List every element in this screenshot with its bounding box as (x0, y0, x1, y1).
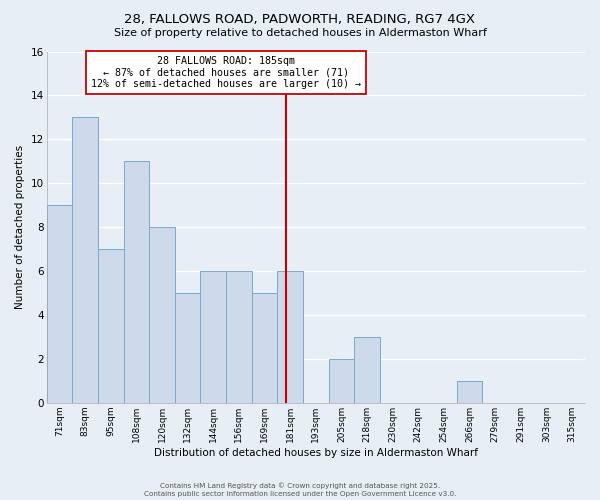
Bar (251, 293, 277, 403)
Bar (175, 293, 200, 403)
Bar (72, 118, 98, 403)
Text: Contains public sector information licensed under the Open Government Licence v3: Contains public sector information licen… (144, 491, 456, 497)
Text: Contains HM Land Registry data © Crown copyright and database right 2025.: Contains HM Land Registry data © Crown c… (160, 482, 440, 489)
Bar (149, 227, 175, 403)
Text: Size of property relative to detached houses in Aldermaston Wharf: Size of property relative to detached ho… (113, 28, 487, 38)
Bar (226, 271, 251, 403)
Bar (47, 205, 72, 403)
Text: 28, FALLOWS ROAD, PADWORTH, READING, RG7 4GX: 28, FALLOWS ROAD, PADWORTH, READING, RG7… (125, 12, 476, 26)
Bar (277, 271, 303, 403)
Bar (354, 337, 380, 403)
X-axis label: Distribution of detached houses by size in Aldermaston Wharf: Distribution of detached houses by size … (154, 448, 478, 458)
Text: 28 FALLOWS ROAD: 185sqm
← 87% of detached houses are smaller (71)
12% of semi-de: 28 FALLOWS ROAD: 185sqm ← 87% of detache… (91, 56, 361, 89)
Bar (124, 162, 149, 403)
Y-axis label: Number of detached properties: Number of detached properties (15, 145, 25, 309)
Bar (457, 381, 482, 403)
Bar (329, 359, 354, 403)
Bar (98, 249, 124, 403)
Bar (200, 271, 226, 403)
